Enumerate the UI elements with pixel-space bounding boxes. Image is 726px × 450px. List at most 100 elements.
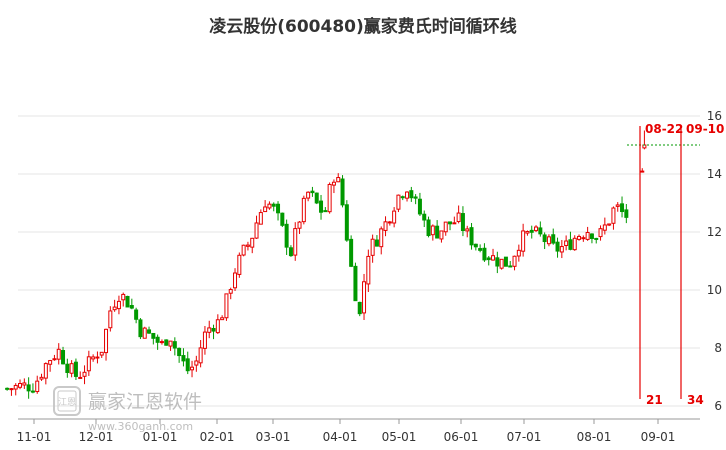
- candle: [602, 217, 607, 235]
- candle: [362, 273, 367, 321]
- candle: [559, 239, 564, 259]
- candle-body: [452, 222, 457, 225]
- candle-body: [564, 240, 569, 246]
- candle: [129, 298, 134, 310]
- candle-body: [319, 200, 324, 213]
- candle-body: [104, 328, 109, 354]
- candle: [534, 225, 539, 232]
- candle: [202, 325, 207, 355]
- candle-body: [568, 239, 573, 250]
- candle-body: [61, 350, 66, 365]
- candle: [297, 221, 302, 234]
- candle: [585, 226, 590, 241]
- candle-body: [198, 347, 203, 364]
- candle: [73, 358, 78, 380]
- candle: [18, 379, 23, 390]
- candle-body: [35, 380, 40, 393]
- candle: [250, 237, 255, 254]
- candle: [276, 201, 281, 221]
- candle: [568, 231, 573, 251]
- candle: [211, 324, 216, 340]
- candle: [99, 351, 104, 358]
- candle-body: [615, 204, 620, 207]
- y-tick-label: 6: [714, 399, 722, 413]
- x-tick-label: 12-01: [79, 430, 114, 444]
- candle-body: [598, 228, 603, 238]
- candle-body: [392, 210, 397, 224]
- candle: [9, 388, 14, 396]
- candle-body: [396, 194, 401, 210]
- candle-body: [22, 382, 27, 386]
- candle-body: [465, 228, 470, 232]
- candle-body: [250, 237, 255, 248]
- cycle-annotations: 08-22 21 09-10 34: [627, 122, 724, 407]
- candle-body: [611, 207, 616, 224]
- candle-body: [340, 178, 345, 206]
- candle-body: [155, 336, 160, 343]
- candle-body: [538, 227, 543, 235]
- y-tick-label: 16: [707, 109, 722, 123]
- candle-body: [620, 203, 625, 213]
- candle-body: [39, 376, 44, 380]
- candle: [525, 230, 530, 236]
- candle-body: [640, 170, 645, 173]
- candle-body: [503, 256, 508, 267]
- candle-body: [30, 390, 35, 393]
- candle-body: [108, 310, 113, 329]
- candle: [521, 223, 526, 257]
- candle: [512, 255, 517, 271]
- candle-body: [499, 258, 504, 269]
- candle: [69, 360, 74, 378]
- candle: [589, 233, 594, 244]
- candle-body: [336, 177, 341, 183]
- chart-title: 凌云股份(600480)赢家费氏时间循环线: [209, 16, 517, 37]
- candle-body: [443, 221, 448, 233]
- candle-body: [555, 241, 560, 252]
- x-tick-label: 02-01: [200, 430, 235, 444]
- candle: [254, 215, 259, 239]
- watermark-logo-text: 江恩: [58, 397, 76, 408]
- x-tick-label: 09-01: [641, 430, 676, 444]
- candle: [383, 216, 388, 237]
- candle-body: [202, 331, 207, 349]
- candle-body: [69, 363, 74, 374]
- candle: [267, 201, 272, 210]
- candle-body: [5, 387, 10, 390]
- candle-body: [344, 204, 349, 241]
- candle-body: [280, 212, 285, 226]
- watermark: 江恩 赢家江恩软件 www.360gann.com: [53, 386, 202, 433]
- candle-body: [486, 257, 491, 261]
- candle-body: [194, 360, 199, 366]
- candle: [224, 293, 229, 321]
- candle: [78, 371, 83, 379]
- candle: [56, 343, 61, 365]
- candle-body: [147, 329, 152, 334]
- candle-body: [185, 358, 190, 372]
- candle: [155, 334, 160, 350]
- candle: [172, 337, 177, 356]
- candle: [336, 173, 341, 183]
- candle: [456, 205, 461, 224]
- candle-body: [245, 244, 250, 247]
- candle-body: [327, 183, 332, 213]
- candle-body: [473, 243, 478, 248]
- candle: [258, 209, 263, 225]
- candle-body: [78, 376, 83, 379]
- candle: [306, 191, 311, 202]
- candle: [48, 359, 53, 372]
- candle-body: [383, 221, 388, 231]
- candle: [538, 221, 543, 237]
- candle: [327, 182, 332, 214]
- candle-body: [572, 237, 577, 251]
- candle: [452, 216, 457, 225]
- cycle-count-label: 21: [646, 393, 663, 407]
- candle: [482, 243, 487, 262]
- candle: [370, 234, 375, 263]
- candle: [546, 234, 551, 247]
- candle: [469, 222, 474, 250]
- candle: [473, 243, 478, 251]
- candle-body: [43, 363, 48, 379]
- candle: [181, 348, 186, 367]
- candle-body: [405, 191, 410, 199]
- candle: [400, 195, 405, 201]
